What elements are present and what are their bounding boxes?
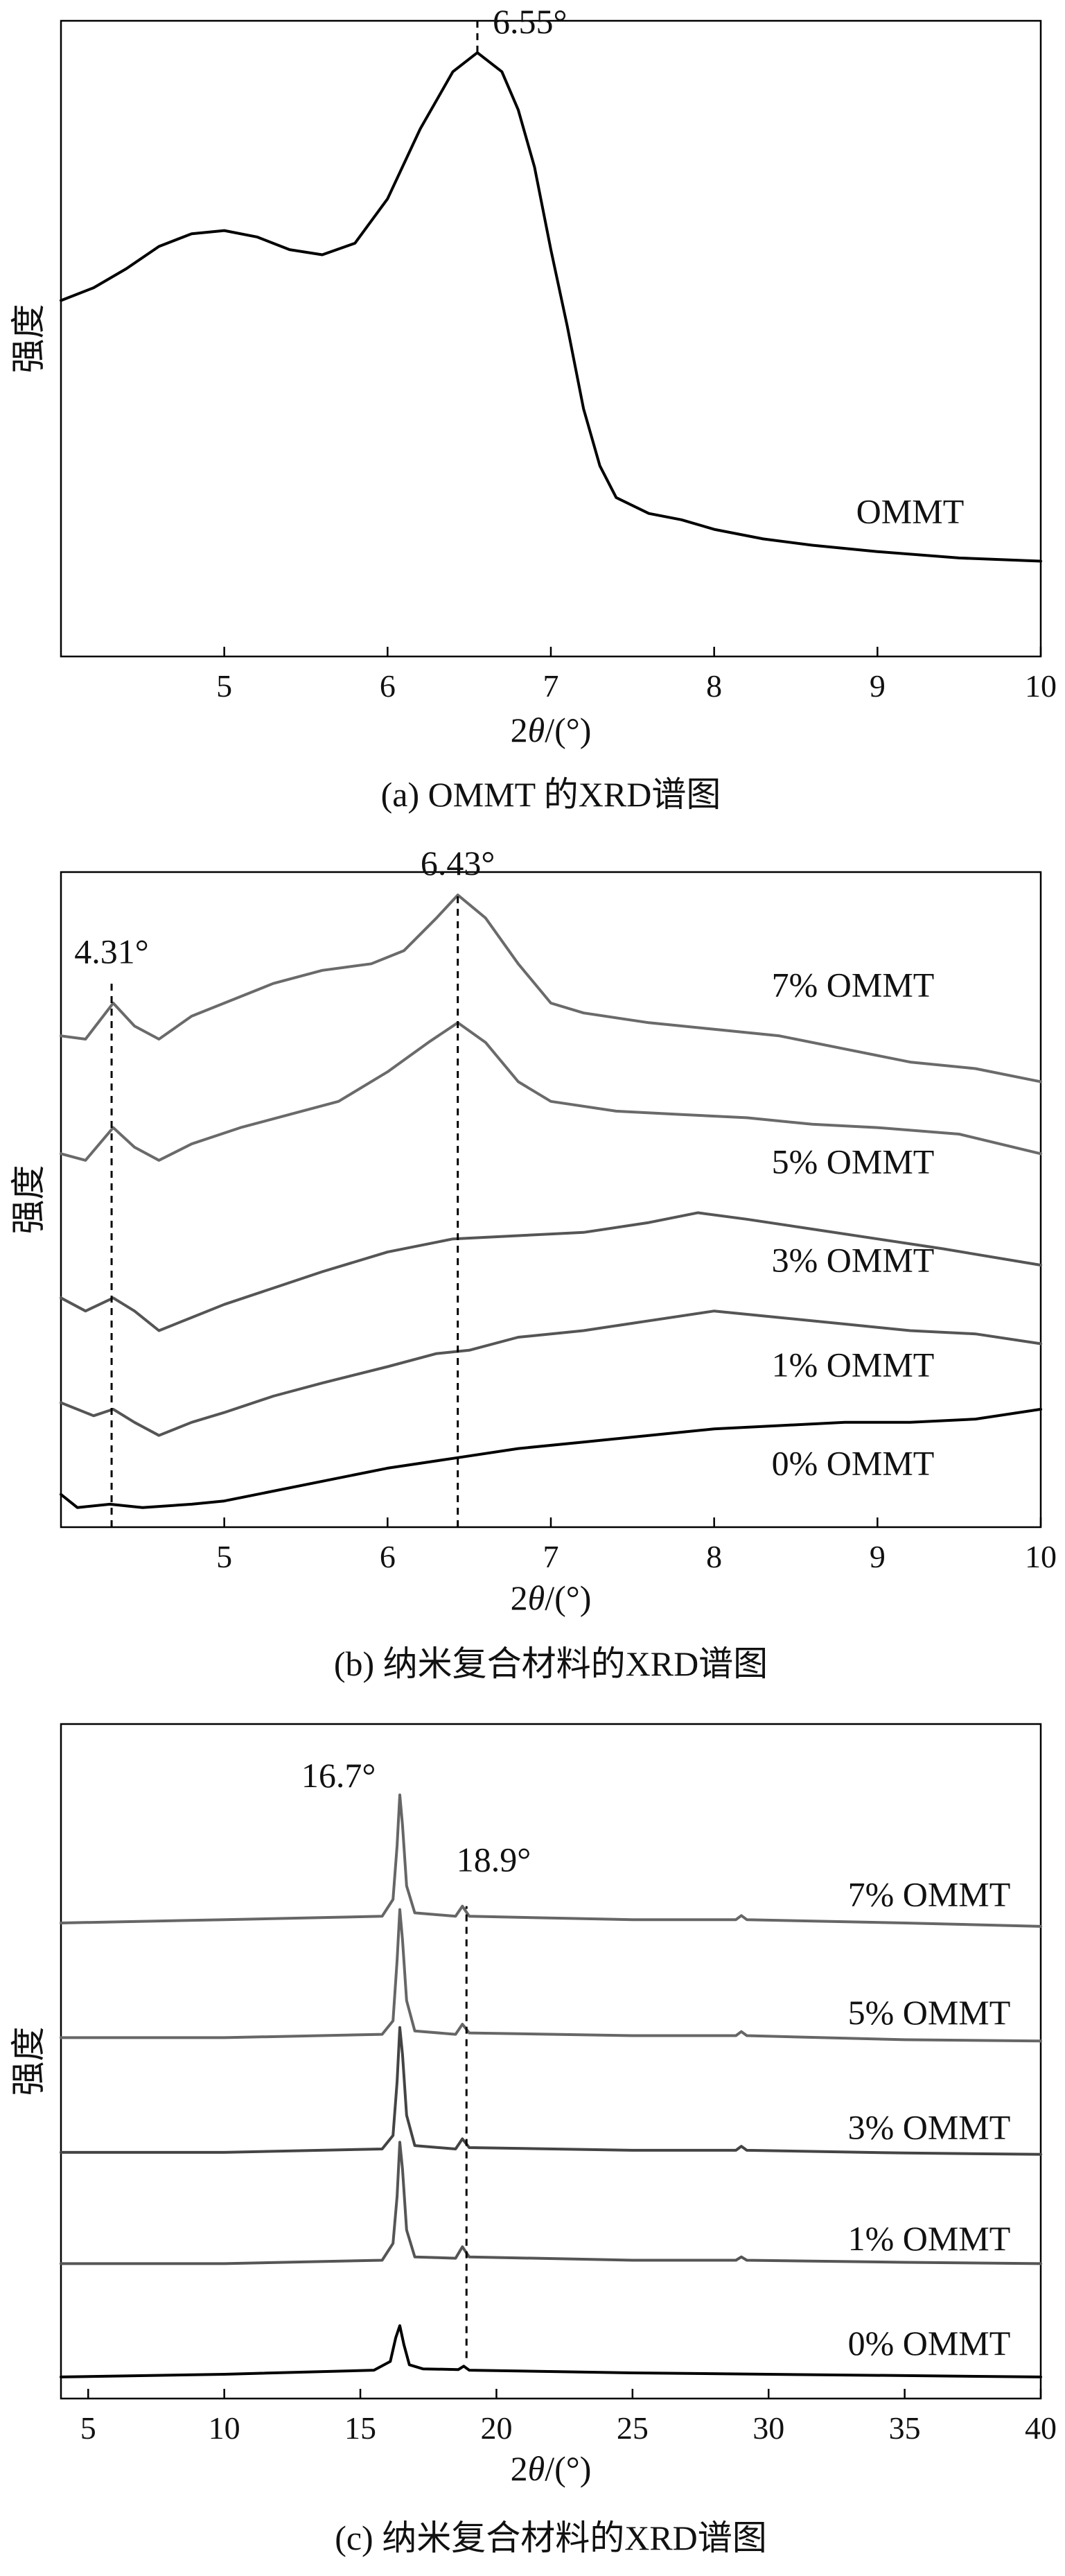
plot-frame xyxy=(60,1723,1042,2400)
x-tick-label: 10 xyxy=(209,2410,240,2446)
x-tick-label: 10 xyxy=(1025,1539,1057,1574)
y-axis-label: 强度 xyxy=(9,304,48,374)
curve-label: 7% OMMT xyxy=(848,1875,1011,1914)
curve-label: 1% OMMT xyxy=(772,1346,935,1384)
panel-caption: (b) 纳米复合材料的XRD谱图 xyxy=(334,1644,768,1683)
series-line-ommt xyxy=(60,51,1042,563)
series-line-5pct-ommt xyxy=(60,1021,1042,1162)
panel-c-nanocomposite-xrd-wide: 5 10 15 20 25 30 35 40 强度 2θ/(°) (c) 纳米复合材料的XRD谱图 1… xyxy=(9,1723,1057,2557)
x-axis-label-prefix: 2 xyxy=(511,1578,528,1617)
series-line-3pct-ommt xyxy=(60,1211,1042,1332)
curve-label: 0% OMMT xyxy=(772,1443,935,1482)
x-tick-label: 25 xyxy=(617,2410,649,2446)
x-axis-label-suffix: /(°) xyxy=(545,1578,591,1617)
curve-label: 1% OMMT xyxy=(848,2219,1011,2258)
x-axis-label-symbol: θ xyxy=(528,1578,545,1617)
curve-label: 5% OMMT xyxy=(848,1993,1011,2032)
x-axis-label: 2θ/(°) xyxy=(511,2449,592,2488)
curve-label: OMMT xyxy=(856,491,965,530)
x-tick-label: 7 xyxy=(543,1539,559,1574)
x-tick-label: 15 xyxy=(344,2410,376,2446)
x-axis-label-suffix: /(°) xyxy=(545,711,591,749)
x-tick-label: 9 xyxy=(870,1539,886,1574)
x-axis-label-symbol: θ xyxy=(528,711,545,749)
x-tick-label: 30 xyxy=(752,2410,784,2446)
x-tick-label: 5 xyxy=(216,668,232,704)
peak-label: 4.31° xyxy=(74,932,149,971)
peak-label: 16.7° xyxy=(301,1756,376,1795)
panel-caption: (c) 纳米复合材料的XRD谱图 xyxy=(335,2518,767,2557)
y-axis-label: 强度 xyxy=(9,2027,48,2096)
series-line-3pct-ommt xyxy=(60,2026,1042,2156)
series-line-7pct-ommt xyxy=(60,894,1042,1084)
x-tick-label: 20 xyxy=(480,2410,512,2446)
x-tick-label: 7 xyxy=(543,668,559,704)
series-line-1pct-ommt xyxy=(60,2141,1042,2265)
peak-label: 6.55° xyxy=(493,2,567,41)
x-axis-label-symbol: θ xyxy=(528,2449,545,2488)
x-tick-label: 9 xyxy=(870,668,886,704)
curve-label: 5% OMMT xyxy=(772,1142,935,1181)
x-tick-label: 5 xyxy=(216,1539,232,1574)
panel-b-nanocomposite-xrd: 5 6 7 8 9 10 强度 2θ/(°) (b) 纳米复合材料的XRD谱图 4.31° 6.43… xyxy=(9,844,1057,1683)
x-tick-label: 6 xyxy=(380,668,396,704)
series-line-1pct-ommt xyxy=(60,1309,1042,1437)
x-axis-label: 2θ/(°) xyxy=(511,1578,592,1617)
plot-frame xyxy=(60,19,1042,658)
series-line-7pct-ommt xyxy=(60,1793,1042,1928)
x-axis-label-suffix: /(°) xyxy=(545,2449,591,2488)
peak-label: 6.43° xyxy=(421,844,495,882)
x-axis-label-prefix: 2 xyxy=(511,2449,528,2488)
curve-label: 7% OMMT xyxy=(772,966,935,1004)
x-tick-label: 8 xyxy=(706,1539,722,1574)
panel-caption: (a) OMMT 的XRD谱图 xyxy=(381,775,721,814)
x-axis-label: 2θ/(°) xyxy=(511,711,592,749)
x-tick-label: 40 xyxy=(1025,2410,1057,2446)
x-tick-label: 10 xyxy=(1025,668,1057,704)
x-tick-label: 8 xyxy=(706,668,722,704)
x-tick-label: 35 xyxy=(889,2410,921,2446)
x-axis-label-prefix: 2 xyxy=(511,711,528,749)
curve-label: 3% OMMT xyxy=(848,2107,1011,2146)
series-line-0pct-ommt xyxy=(60,1407,1042,1509)
series-line-5pct-ommt xyxy=(60,1908,1042,2043)
panel-a-ommt-xrd: 5 6 7 8 9 10 强度 2θ/(°) (a) OMMT 的XRD谱图 6.55° OMMT xyxy=(9,2,1057,814)
series-line-0pct-ommt xyxy=(60,2324,1042,2378)
x-tick-label: 6 xyxy=(380,1539,396,1574)
x-tick-label: 5 xyxy=(80,2410,96,2446)
peak-label: 18.9° xyxy=(457,1840,531,1879)
curve-label: 3% OMMT xyxy=(772,1240,935,1279)
y-axis-label: 强度 xyxy=(9,1165,48,1235)
curve-label: 0% OMMT xyxy=(848,2324,1011,2362)
